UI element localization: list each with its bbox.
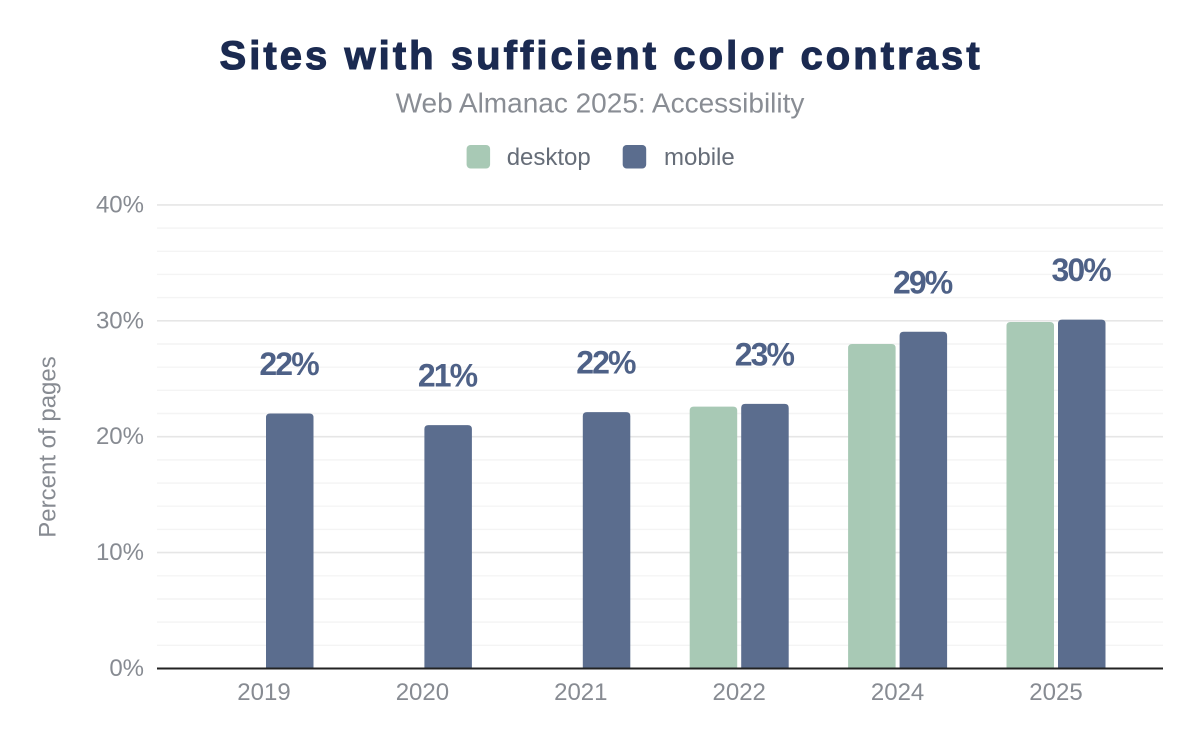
svg-text:21%: 21%	[418, 358, 478, 394]
svg-text:Sites with sufficient color co: Sites with sufficient color contrast	[219, 34, 982, 78]
svg-text:0%: 0%	[109, 655, 144, 682]
svg-text:22%: 22%	[576, 345, 636, 381]
svg-text:30%: 30%	[96, 307, 144, 334]
svg-text:23%: 23%	[735, 336, 795, 372]
svg-text:22%: 22%	[259, 346, 319, 382]
svg-text:2024: 2024	[871, 679, 924, 706]
svg-text:30%: 30%	[1052, 252, 1112, 288]
svg-text:2019: 2019	[237, 679, 290, 706]
svg-text:20%: 20%	[96, 423, 144, 450]
svg-text:40%: 40%	[96, 191, 144, 218]
svg-text:10%: 10%	[96, 539, 144, 566]
svg-text:29%: 29%	[893, 264, 953, 300]
svg-text:desktop: desktop	[507, 144, 591, 171]
svg-text:2022: 2022	[713, 679, 766, 706]
svg-text:2025: 2025	[1029, 679, 1082, 706]
svg-text:2021: 2021	[554, 679, 607, 706]
svg-text:Percent of pages: Percent of pages	[35, 356, 62, 537]
svg-text:mobile: mobile	[664, 144, 735, 171]
svg-text:2020: 2020	[396, 679, 449, 706]
svg-text:Web Almanac 2025: Accessibilit: Web Almanac 2025: Accessibility	[396, 88, 805, 119]
